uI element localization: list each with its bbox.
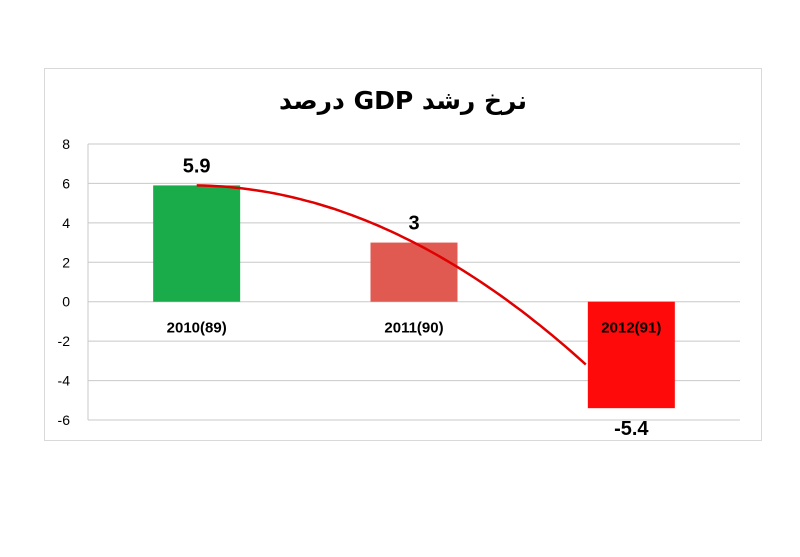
bar xyxy=(153,185,241,302)
category-label: 2010(89) xyxy=(167,320,227,337)
y-tick-label: 2 xyxy=(62,254,70,270)
bars xyxy=(153,185,675,409)
y-tick-label: 0 xyxy=(62,294,70,310)
y-tick-label: 4 xyxy=(62,215,70,231)
data-label: -5.4 xyxy=(614,418,649,440)
data-labels: 5.9 3 -5.4 xyxy=(183,155,650,440)
data-label: 3 xyxy=(408,213,419,235)
bar xyxy=(370,242,458,302)
y-tick-label: -6 xyxy=(58,412,71,428)
data-label: 5.9 xyxy=(183,155,211,177)
category-label: 2012(91) xyxy=(601,320,661,337)
trendline-curve xyxy=(196,184,587,366)
y-tick-label: 8 xyxy=(62,136,70,152)
y-axis-tick-labels: 8 6 4 2 0 -2 -4 -6 xyxy=(58,136,71,428)
category-label: 2011(90) xyxy=(384,320,443,337)
trendline xyxy=(196,184,587,366)
bar xyxy=(587,301,675,409)
y-tick-label: -2 xyxy=(58,333,71,349)
y-tick-label: 6 xyxy=(62,175,70,191)
y-tick-label: -4 xyxy=(58,373,71,389)
chart-title: نرخ رشد GDP درصد xyxy=(279,86,527,116)
category-labels: 2010(89) 2011(90) 2012(91) xyxy=(167,320,662,337)
